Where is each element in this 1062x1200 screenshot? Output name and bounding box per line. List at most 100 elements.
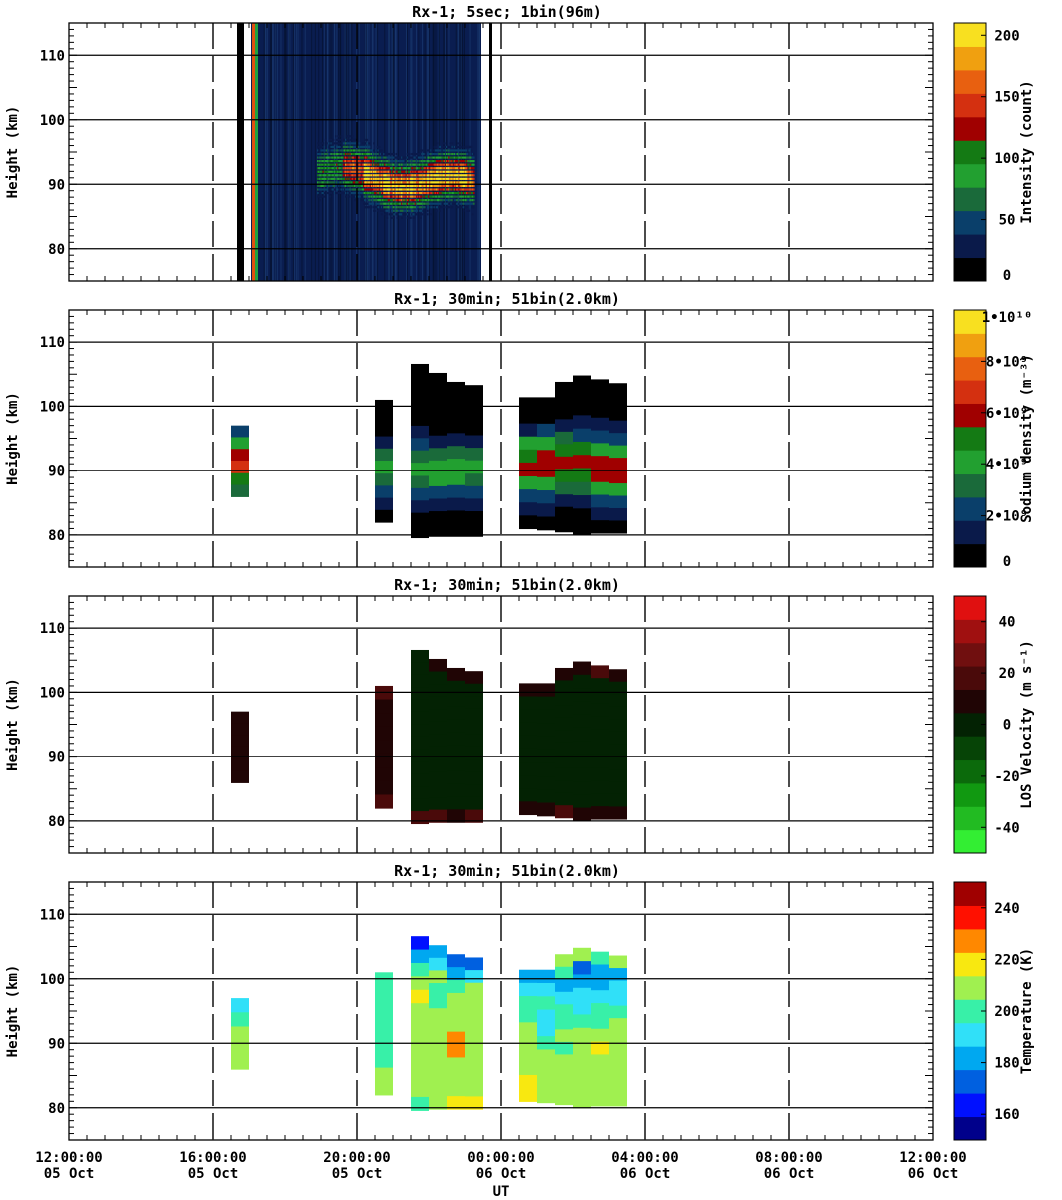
intensity-cell <box>439 206 441 209</box>
intensity-cell <box>346 191 348 195</box>
data-cell <box>375 985 393 1001</box>
intensity-streak <box>426 23 428 281</box>
data-cell <box>375 509 393 523</box>
intensity-cell <box>419 213 421 216</box>
intensity-cell <box>428 191 430 195</box>
intensity-cell <box>378 195 381 198</box>
intensity-cell <box>362 145 365 148</box>
intensity-cell <box>346 184 348 187</box>
intensity-cell <box>329 184 332 187</box>
intensity-cell <box>360 184 363 187</box>
data-cell <box>609 395 627 409</box>
intensity-cell <box>457 152 459 156</box>
data-cell <box>609 520 627 534</box>
intensity-cell <box>374 170 376 173</box>
data-cell <box>591 678 609 692</box>
colorbar-tick-label: 1•10¹⁰ <box>982 310 1033 326</box>
intensity-cell <box>340 191 343 195</box>
data-cell <box>573 402 591 416</box>
data-cell <box>231 484 249 497</box>
intensity-cell <box>429 206 431 209</box>
intensity-cell <box>453 156 456 159</box>
intensity-cell <box>393 195 395 198</box>
intensity-cell <box>449 152 452 156</box>
intensity-cell <box>401 156 403 159</box>
intensity-cell <box>405 177 408 180</box>
intensity-cell <box>387 188 390 191</box>
intensity-cell <box>368 145 371 148</box>
intensity-cell <box>431 191 434 195</box>
intensity-cell <box>430 177 432 180</box>
intensity-cell <box>459 206 462 209</box>
intensity-cell <box>348 152 351 156</box>
intensity-cell <box>388 213 391 216</box>
intensity-cell <box>420 202 422 205</box>
intensity-cell <box>410 216 412 219</box>
intensity-cell <box>327 156 329 159</box>
intensity-cell <box>457 191 459 195</box>
intensity-cell <box>317 149 319 152</box>
intensity-cell <box>384 195 387 198</box>
intensity-cell <box>386 184 389 187</box>
intensity-cell <box>467 191 469 195</box>
intensity-cell <box>347 170 349 173</box>
intensity-cell <box>323 152 326 156</box>
intensity-cell <box>336 160 338 163</box>
intensity-cell <box>462 202 465 205</box>
intensity-cell <box>391 216 393 219</box>
intensity-cell <box>339 138 342 141</box>
intensity-cell <box>449 202 452 205</box>
intensity-cell <box>404 156 407 159</box>
intensity-cell <box>386 156 389 159</box>
data-column-11 <box>591 379 609 534</box>
intensity-cell <box>425 163 428 166</box>
data-cell <box>555 506 573 520</box>
intensity-cell <box>357 156 360 159</box>
intensity-cell <box>420 167 422 170</box>
intensity-cell <box>345 142 347 145</box>
intensity-cell <box>399 184 402 187</box>
intensity-cell <box>425 195 428 198</box>
intensity-cell <box>380 199 383 202</box>
intensity-cell <box>361 142 364 145</box>
colorbar-swatch <box>954 905 986 930</box>
x-tick-date-1: 05 Oct <box>188 1166 239 1182</box>
intensity-cell <box>374 202 376 205</box>
intensity-cell <box>406 213 409 216</box>
data-cell <box>555 792 573 806</box>
intensity-cell <box>459 181 462 184</box>
intensity-cell <box>391 160 393 163</box>
intensity-cell <box>416 184 419 187</box>
intensity-cell <box>425 199 428 202</box>
intensity-cell <box>454 174 457 177</box>
intensity-cell <box>411 199 413 202</box>
intensity-cell <box>424 188 427 191</box>
intensity-cell <box>413 167 416 170</box>
intensity-cell <box>417 188 420 191</box>
data-cell <box>573 727 591 742</box>
intensity-cell <box>375 167 378 170</box>
intensity-cell <box>346 170 348 173</box>
intensity-cell <box>450 181 453 184</box>
panel-title: Rx-1; 5sec; 1bin(96m) <box>412 3 602 21</box>
intensity-streak <box>280 23 282 281</box>
data-cell <box>519 397 537 412</box>
data-cell <box>591 1067 609 1081</box>
data-column-1 <box>231 425 249 497</box>
intensity-cell <box>352 191 355 195</box>
intensity-cell <box>327 181 329 184</box>
data-cell <box>411 1056 429 1071</box>
data-cell <box>609 806 627 820</box>
intensity-cell <box>376 145 379 148</box>
intensity-cell <box>385 177 388 180</box>
intensity-cell <box>345 184 347 187</box>
intensity-cell <box>337 149 339 152</box>
data-cell <box>519 462 537 477</box>
intensity-cell <box>439 199 441 202</box>
intensity-cell <box>430 149 432 152</box>
intensity-cell <box>330 156 333 159</box>
intensity-cell <box>408 209 411 212</box>
colorbar-tick-label: 220 <box>994 952 1019 968</box>
intensity-cell <box>414 163 417 166</box>
intensity-cell <box>467 177 469 180</box>
